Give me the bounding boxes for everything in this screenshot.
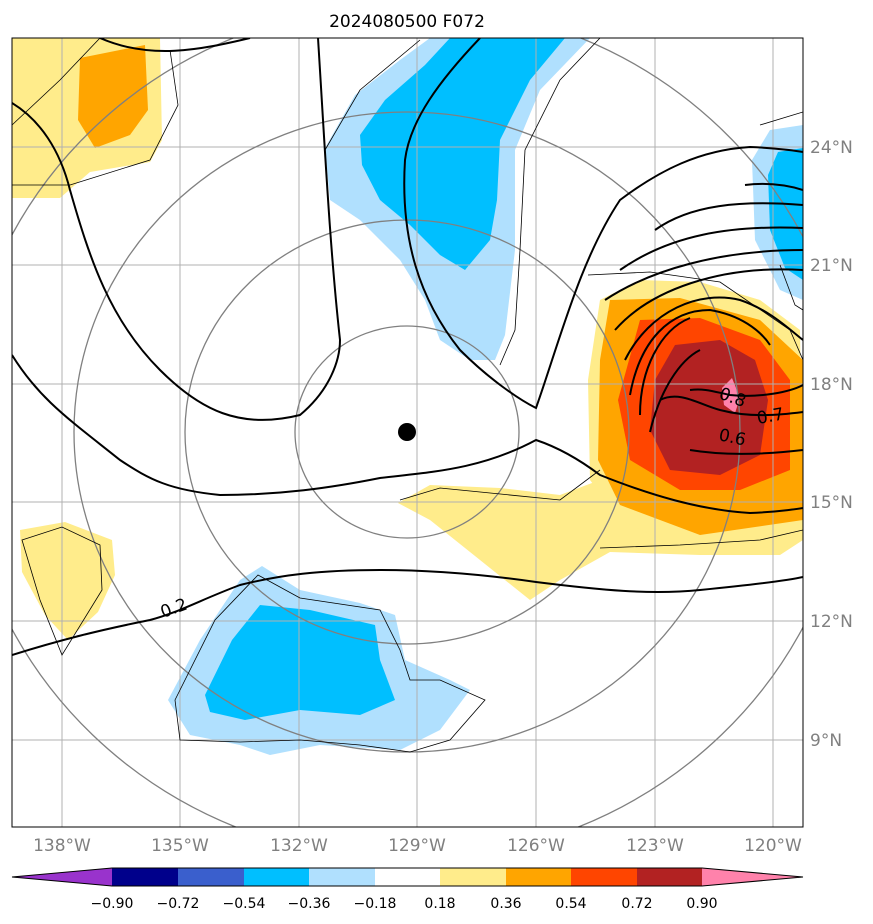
contour-0.8 <box>689 384 803 397</box>
lat-label-15n: 15°N <box>810 493 853 513</box>
shade-neg-north-core <box>360 38 565 270</box>
contour-east-1 <box>744 182 803 191</box>
colorbar-seg-1 <box>112 868 178 886</box>
cbar-tick-6: 0.18 <box>424 896 455 912</box>
colorbar-seg-7 <box>506 868 571 886</box>
cbar-tick-3: −0.54 <box>223 896 266 912</box>
positive-anomaly-shading <box>12 38 803 640</box>
colorbar-extend-high <box>702 868 803 886</box>
cbar-tick-5: −0.18 <box>354 896 397 912</box>
lon-label-123w: 123°W <box>626 836 684 856</box>
contour-north <box>99 38 251 52</box>
map-title: 2024080500 F072 <box>329 12 485 32</box>
longitude-labels: 138°W 135°W 132°W 129°W 126°W 123°W 120°… <box>33 836 802 856</box>
cbar-tick-1: −0.90 <box>91 896 134 912</box>
cbar-tick-7: 0.36 <box>490 896 521 912</box>
contour-trough <box>403 38 803 410</box>
contour-east-2 <box>654 202 803 231</box>
lat-label-24n: 24°N <box>810 138 853 158</box>
lon-label-129w: 129°W <box>388 836 446 856</box>
shade-pos-band <box>398 450 803 600</box>
shade-neg-south-core <box>205 605 395 720</box>
colorbar-seg-9 <box>637 868 702 886</box>
colorbar-seg-5 <box>375 868 440 886</box>
cbar-tick-9: 0.72 <box>621 896 652 912</box>
contour-0.2 <box>12 568 803 656</box>
negative-anomaly-shading <box>168 38 803 755</box>
colorbar-seg-8 <box>571 868 637 886</box>
cbar-tick-2: −0.72 <box>157 896 200 912</box>
bold-contours <box>12 38 803 656</box>
cbar-tick-8: 0.54 <box>555 896 586 912</box>
range-ring-1 <box>294 325 520 539</box>
colorbar <box>11 867 804 887</box>
colorbar-seg-3 <box>244 868 309 886</box>
lon-label-132w: 132°W <box>270 836 328 856</box>
lon-label-138w: 138°W <box>33 836 91 856</box>
contour-east-3 <box>619 226 803 271</box>
lon-label-135w: 135°W <box>151 836 209 856</box>
colorbar-seg-4 <box>309 868 375 886</box>
colorbar-tick-labels: −0.90 −0.72 −0.54 −0.36 −0.18 0.18 0.36 … <box>91 896 718 912</box>
storm-center-marker <box>398 423 416 441</box>
lat-label-12n: 12°N <box>810 612 853 632</box>
lat-lon-grid <box>12 38 803 827</box>
lon-label-126w: 126°W <box>507 836 565 856</box>
lon-label-120w: 120°W <box>744 836 802 856</box>
shading-outlines <box>12 38 803 753</box>
map-frame <box>11 37 804 828</box>
contour-east-5 <box>614 268 803 331</box>
shade-pos-nw-core <box>78 45 148 148</box>
shade-neg-ne-core <box>768 148 803 280</box>
shade-pos-west <box>20 522 115 640</box>
latitude-labels: 24°N 21°N 18°N 15°N 12°N 9°N <box>810 138 853 751</box>
lat-label-9n: 9°N <box>810 731 842 751</box>
colorbar-extend-low <box>12 868 112 886</box>
range-ring-3 <box>73 111 741 753</box>
cbar-tick-4: −0.36 <box>288 896 331 912</box>
contour-west-1 <box>12 38 342 421</box>
lat-label-21n: 21°N <box>810 256 853 276</box>
shade-pos-east-4 <box>650 340 768 475</box>
contour-east-4 <box>604 249 803 301</box>
contour-west-2 <box>12 354 803 515</box>
cbar-tick-10: 0.90 <box>686 896 717 912</box>
lat-label-18n: 18°N <box>810 375 853 395</box>
colorbar-outline <box>11 867 804 887</box>
contour-0.6 <box>624 296 803 455</box>
contour-label-0.7: 0.7 <box>755 405 785 429</box>
contour-0.7 <box>659 395 803 417</box>
colorbar-seg-6 <box>440 868 506 886</box>
colorbar-seg-2 <box>178 868 244 886</box>
map-area: 0.2 0.6 0.7 0.8 <box>12 38 803 827</box>
